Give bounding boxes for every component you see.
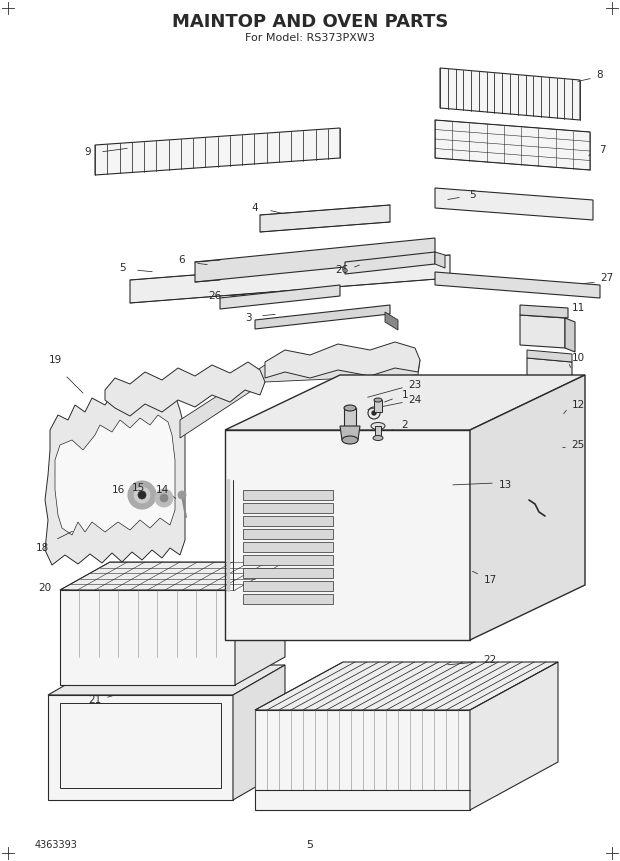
Polygon shape <box>48 665 285 695</box>
Text: 10: 10 <box>572 353 585 363</box>
Polygon shape <box>520 315 565 348</box>
Ellipse shape <box>344 405 356 411</box>
Text: 5: 5 <box>306 840 314 850</box>
Text: 6: 6 <box>179 255 185 265</box>
Polygon shape <box>243 503 333 513</box>
Text: 8: 8 <box>596 70 603 80</box>
Text: 12: 12 <box>572 400 585 410</box>
Polygon shape <box>220 285 340 309</box>
Text: 13: 13 <box>498 480 511 490</box>
Polygon shape <box>105 362 265 416</box>
Polygon shape <box>385 312 398 330</box>
Ellipse shape <box>374 398 382 402</box>
Polygon shape <box>470 375 585 640</box>
Text: For Model: RS373PXW3: For Model: RS373PXW3 <box>245 33 375 43</box>
Polygon shape <box>235 562 285 685</box>
Polygon shape <box>255 710 470 810</box>
Polygon shape <box>55 415 175 535</box>
Text: 26: 26 <box>208 291 221 301</box>
Text: 15: 15 <box>131 483 144 493</box>
Polygon shape <box>435 252 445 268</box>
Circle shape <box>548 409 554 415</box>
Ellipse shape <box>342 436 358 444</box>
Polygon shape <box>374 400 382 412</box>
Circle shape <box>128 481 156 509</box>
Polygon shape <box>233 665 285 800</box>
Polygon shape <box>540 438 560 455</box>
Polygon shape <box>60 590 235 685</box>
Polygon shape <box>565 318 575 352</box>
Text: 7: 7 <box>599 145 605 155</box>
Polygon shape <box>48 695 233 800</box>
Polygon shape <box>375 426 381 438</box>
Text: 25: 25 <box>572 440 585 450</box>
Text: MAINTOP AND OVEN PARTS: MAINTOP AND OVEN PARTS <box>172 13 448 31</box>
Polygon shape <box>243 529 333 539</box>
Circle shape <box>155 489 173 507</box>
Polygon shape <box>435 120 590 170</box>
Polygon shape <box>440 68 580 120</box>
Polygon shape <box>130 255 450 303</box>
Polygon shape <box>255 662 558 710</box>
Text: 17: 17 <box>484 575 497 585</box>
Ellipse shape <box>371 423 385 430</box>
Polygon shape <box>180 360 420 438</box>
Polygon shape <box>195 238 435 282</box>
Text: 4363393: 4363393 <box>35 840 78 850</box>
Polygon shape <box>265 342 420 378</box>
Text: 26: 26 <box>335 265 348 275</box>
Text: 4: 4 <box>252 203 259 213</box>
Polygon shape <box>243 568 333 578</box>
Circle shape <box>134 487 150 503</box>
Text: 16: 16 <box>112 485 125 495</box>
Polygon shape <box>470 662 558 810</box>
Polygon shape <box>243 555 333 565</box>
Text: 19: 19 <box>48 355 61 365</box>
Polygon shape <box>60 562 285 590</box>
Text: 22: 22 <box>484 655 497 665</box>
Text: 9: 9 <box>85 147 91 157</box>
Text: eReplacementParts.com: eReplacementParts.com <box>242 475 378 485</box>
Circle shape <box>160 494 168 502</box>
Polygon shape <box>345 252 435 274</box>
Polygon shape <box>95 128 340 175</box>
Polygon shape <box>225 430 470 640</box>
Ellipse shape <box>373 436 383 441</box>
Circle shape <box>372 411 376 415</box>
Text: 27: 27 <box>600 273 614 283</box>
Polygon shape <box>344 408 356 426</box>
Polygon shape <box>243 542 333 552</box>
Text: 2: 2 <box>402 420 409 430</box>
Polygon shape <box>540 400 562 432</box>
Circle shape <box>138 491 146 499</box>
Text: 3: 3 <box>245 313 251 323</box>
Polygon shape <box>520 305 568 318</box>
Text: 18: 18 <box>35 543 48 553</box>
Text: 21: 21 <box>89 695 102 705</box>
Text: 23: 23 <box>409 380 422 390</box>
Polygon shape <box>243 581 333 591</box>
Text: 1: 1 <box>402 390 409 400</box>
Polygon shape <box>435 272 600 298</box>
Polygon shape <box>527 358 572 390</box>
Text: 24: 24 <box>409 395 422 405</box>
Polygon shape <box>243 490 333 500</box>
Text: 11: 11 <box>572 303 585 313</box>
Circle shape <box>178 491 186 499</box>
Polygon shape <box>255 305 390 329</box>
Text: 14: 14 <box>156 485 169 495</box>
Circle shape <box>548 421 554 427</box>
Polygon shape <box>340 426 360 440</box>
Polygon shape <box>260 205 390 232</box>
Polygon shape <box>243 516 333 526</box>
Text: 5: 5 <box>469 190 476 200</box>
Polygon shape <box>243 594 333 604</box>
Text: 5: 5 <box>118 263 125 273</box>
Polygon shape <box>225 375 585 430</box>
Polygon shape <box>435 188 593 220</box>
Polygon shape <box>45 388 185 565</box>
Text: 20: 20 <box>38 583 51 593</box>
Polygon shape <box>527 350 572 362</box>
